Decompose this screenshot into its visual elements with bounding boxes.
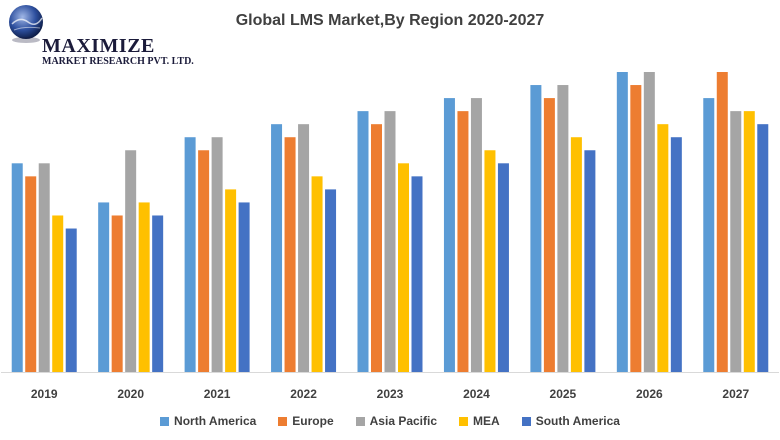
bar-europe-2025 <box>543 98 555 372</box>
bar-south-america-2027 <box>757 124 769 372</box>
globe-logo-icon <box>9 5 43 43</box>
bar-asia-pacific-2019 <box>38 163 50 372</box>
bar-north-america-2021 <box>184 137 196 372</box>
bar-north-america-2024 <box>443 98 455 372</box>
bar-south-america-2024 <box>497 163 509 372</box>
bar-mea-2025 <box>570 137 582 372</box>
legend-label: Asia Pacific <box>369 414 438 428</box>
bar-mea-2023 <box>398 163 409 372</box>
bar-north-america-2026 <box>616 72 628 372</box>
legend-swatch <box>459 416 469 426</box>
legend-swatch <box>521 416 531 426</box>
x-tick-label: 2025 <box>550 387 577 401</box>
company-logo: MAXIMIZE MARKET RESEARCH PVT. LTD. <box>6 2 194 72</box>
bar-south-america-2019 <box>65 228 77 372</box>
x-tick-label: 2022 <box>290 387 317 401</box>
bar-north-america-2025 <box>530 85 542 372</box>
bar-europe-2019 <box>25 176 37 372</box>
chart-title: Global LMS Market,By Region 2020-2027 <box>235 12 545 29</box>
bar-south-america-2026 <box>670 137 682 372</box>
bar-europe-2026 <box>630 85 642 372</box>
bar-europe-2020 <box>111 215 123 372</box>
bar-mea-2027 <box>743 111 755 372</box>
bar-europe-2027 <box>716 72 728 372</box>
bar-mea-2024 <box>484 150 496 372</box>
bar-europe-2024 <box>457 111 469 372</box>
bar-south-america-2022 <box>325 189 337 372</box>
x-tick-label: 2021 <box>204 387 231 401</box>
bar-north-america-2020 <box>98 202 110 372</box>
bar-europe-2023 <box>371 124 382 372</box>
legend-swatch <box>160 416 170 426</box>
legend-item-south-america: South America <box>521 414 620 428</box>
bar-mea-2026 <box>657 124 669 372</box>
x-tick-label: 2019 <box>31 387 58 401</box>
legend-label: North America <box>174 414 257 428</box>
bar-north-america-2022 <box>271 124 283 372</box>
bar-asia-pacific-2021 <box>211 137 223 372</box>
logo-subtitle: MARKET RESEARCH PVT. LTD. <box>42 56 194 67</box>
bar-mea-2022 <box>311 176 323 372</box>
bar-europe-2021 <box>198 150 210 372</box>
bar-south-america-2025 <box>584 150 596 372</box>
legend-label: South America <box>535 414 620 428</box>
bar-north-america-2027 <box>703 98 715 372</box>
legend-label: MEA <box>473 414 500 428</box>
x-tick-label: 2024 <box>463 387 490 401</box>
bar-south-america-2023 <box>411 176 423 372</box>
bar-asia-pacific-2027 <box>730 111 742 372</box>
legend-item-north-america: North America <box>160 414 256 428</box>
bar-mea-2020 <box>138 202 150 372</box>
bar-asia-pacific-2024 <box>470 98 482 372</box>
bar-mea-2021 <box>225 189 237 372</box>
bar-asia-pacific-2020 <box>125 150 137 372</box>
x-tick-label: 2027 <box>722 387 749 401</box>
bar-asia-pacific-2022 <box>298 124 310 372</box>
bar-north-america-2019 <box>11 163 23 372</box>
legend-item-mea: MEA <box>459 414 500 428</box>
logo-name: MAXIMIZE <box>42 35 155 57</box>
legend-item-asia-pacific: Asia Pacific <box>355 414 438 428</box>
bar-asia-pacific-2025 <box>557 85 569 372</box>
bar-europe-2022 <box>284 137 296 372</box>
legend-swatch <box>278 416 288 426</box>
bar-asia-pacific-2023 <box>384 111 396 372</box>
chart-legend: North America Europe Asia Pacific MEA South … <box>0 414 780 428</box>
legend-swatch <box>355 416 365 426</box>
legend-item-europe: Europe <box>278 414 334 428</box>
bar-south-america-2020 <box>152 215 164 372</box>
x-tick-label: 2023 <box>377 387 404 401</box>
bar-south-america-2021 <box>238 202 250 372</box>
bar-asia-pacific-2026 <box>643 72 655 372</box>
x-tick-label: 2026 <box>636 387 663 401</box>
bar-mea-2019 <box>52 215 64 372</box>
x-tick-label: 2020 <box>117 387 144 401</box>
bar-north-america-2023 <box>357 111 369 372</box>
legend-label: Europe <box>292 414 334 428</box>
